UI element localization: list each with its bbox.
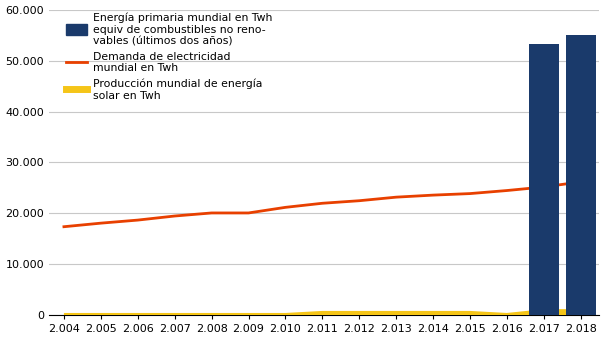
Producción mundial de energía
solar en Twh (503, 314, 511, 319)
Demanda de electricidad
mundial en Twh (97, 221, 105, 225)
Demanda de electricidad
mundial en Twh (60, 225, 68, 229)
Producción mundial de energía
solar en Twh (282, 314, 289, 319)
Line: Producción mundial de energía
solar en Twh: Producción mundial de energía solar en T… (64, 312, 581, 317)
Demanda de electricidad
mundial en Twh (171, 214, 178, 218)
Producción mundial de energía
solar en Twh (319, 312, 326, 317)
Demanda de electricidad
mundial en Twh (134, 218, 142, 222)
Bar (529, 44, 558, 316)
Producción mundial de energía
solar en Twh (134, 314, 142, 319)
Demanda de electricidad
mundial en Twh (577, 180, 584, 184)
Bar (566, 35, 595, 316)
Demanda de electricidad
mundial en Twh (503, 188, 511, 192)
Demanda de electricidad
mundial en Twh (393, 195, 400, 199)
Demanda de electricidad
mundial en Twh (356, 199, 363, 203)
Demanda de electricidad
mundial en Twh (319, 201, 326, 205)
Demanda de electricidad
mundial en Twh (282, 205, 289, 209)
Demanda de electricidad
mundial en Twh (430, 193, 437, 197)
Producción mundial de energía
solar en Twh (577, 310, 584, 314)
Demanda de electricidad
mundial en Twh (540, 185, 548, 189)
Demanda de electricidad
mundial en Twh (466, 191, 474, 196)
Producción mundial de energía
solar en Twh (60, 314, 68, 319)
Line: Demanda de electricidad
mundial en Twh: Demanda de electricidad mundial en Twh (64, 182, 581, 227)
Producción mundial de energía
solar en Twh (540, 310, 548, 314)
Producción mundial de energía
solar en Twh (97, 314, 105, 319)
Producción mundial de energía
solar en Twh (430, 312, 437, 317)
Producción mundial de energía
solar en Twh (466, 312, 474, 317)
Producción mundial de energía
solar en Twh (171, 314, 178, 319)
Demanda de electricidad
mundial en Twh (245, 211, 252, 215)
Producción mundial de energía
solar en Twh (208, 314, 215, 319)
Producción mundial de energía
solar en Twh (393, 312, 400, 317)
Producción mundial de energía
solar en Twh (356, 312, 363, 317)
Producción mundial de energía
solar en Twh (245, 314, 252, 319)
Legend: Energía primaria mundial en Twh
equiv de combustibles no reno-
vables (últimos d: Energía primaria mundial en Twh equiv de… (66, 13, 272, 101)
Demanda de electricidad
mundial en Twh (208, 211, 215, 215)
